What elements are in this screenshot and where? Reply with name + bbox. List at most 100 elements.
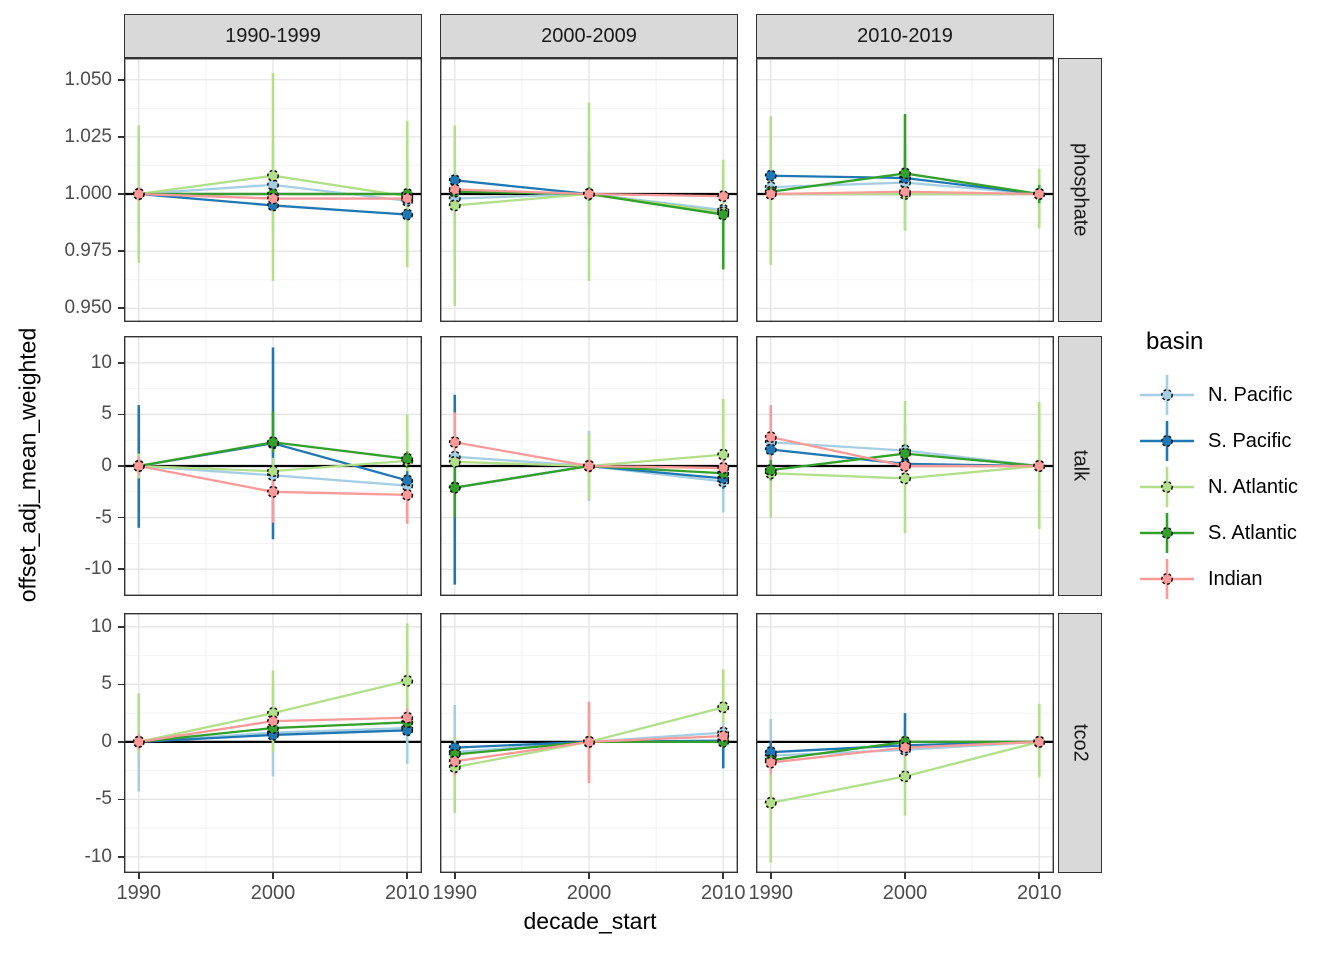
data-point-indian bbox=[448, 183, 461, 196]
legend-item-label: Indian bbox=[1208, 567, 1263, 590]
panel-phosphate-2010-2019 bbox=[756, 58, 1054, 322]
data-point-s-pacific bbox=[401, 208, 414, 221]
data-point-indian bbox=[1033, 460, 1046, 472]
data-point-indian bbox=[401, 488, 414, 501]
x-axis-title: decade_start bbox=[523, 908, 657, 934]
y-tick-label: -10 bbox=[84, 845, 112, 867]
y-tick-mark bbox=[118, 856, 124, 858]
legend-key-icon bbox=[1140, 375, 1194, 415]
data-points bbox=[448, 701, 730, 774]
data-point-indian bbox=[899, 185, 911, 198]
legend-item-indian: Indian bbox=[1138, 556, 1342, 602]
data-point-indian bbox=[583, 460, 595, 472]
y-tick-mark bbox=[118, 798, 124, 801]
y-tick-mark bbox=[118, 741, 124, 743]
panel-phosphate-2000-2009 bbox=[440, 58, 738, 322]
data-point-indian bbox=[899, 460, 911, 472]
data-point-s-pacific bbox=[401, 724, 414, 737]
x-tick-mark bbox=[588, 873, 590, 879]
x-tick-label: 1990 bbox=[432, 882, 478, 904]
panel-talk-2000-2009 bbox=[440, 336, 738, 596]
facet-column-label: 1990-1999 bbox=[225, 24, 321, 47]
data-point-indian bbox=[132, 735, 145, 748]
data-point-n-atlantic bbox=[764, 796, 777, 809]
data-point-indian bbox=[267, 715, 279, 728]
panel-border bbox=[440, 613, 738, 873]
data-point-indian bbox=[267, 192, 279, 205]
y-tick-mark bbox=[118, 307, 124, 310]
data-point-indian bbox=[717, 730, 730, 743]
facet-column-strip-1990-1999: 1990-1999 bbox=[124, 14, 422, 58]
facet-row-label: tco2 bbox=[1069, 724, 1092, 762]
facet-row-strip-talk: talk bbox=[1058, 336, 1102, 596]
y-tick-mark bbox=[118, 465, 124, 467]
y-tick-label: -5 bbox=[95, 788, 112, 810]
y-tick-label: 1.000 bbox=[64, 183, 112, 204]
data-point-indian bbox=[132, 188, 145, 200]
data-point-indian bbox=[132, 460, 145, 472]
data-point-s-atlantic bbox=[267, 436, 279, 449]
panel-border bbox=[440, 336, 738, 596]
data-point-s-atlantic bbox=[764, 464, 777, 477]
data-point-indian bbox=[899, 741, 911, 754]
legend-item-label: S. Pacific bbox=[1208, 429, 1292, 452]
data-point-s-atlantic bbox=[717, 208, 730, 221]
data-points bbox=[448, 436, 730, 494]
data-point-n-atlantic bbox=[267, 169, 279, 182]
data-point-s-pacific bbox=[764, 169, 777, 182]
y-tick-mark bbox=[118, 626, 124, 628]
y-tick-mark bbox=[118, 250, 124, 252]
data-point-n-atlantic bbox=[717, 448, 730, 461]
data-point-s-pacific bbox=[401, 474, 414, 487]
data-point-s-pacific bbox=[764, 443, 777, 456]
panel-phosphate-1990-1999 bbox=[124, 58, 422, 322]
panel-border bbox=[124, 613, 422, 873]
data-point-indian bbox=[448, 436, 461, 449]
x-tick-label: 2000 bbox=[250, 882, 296, 904]
facet-row-label: phosphate bbox=[1069, 143, 1092, 237]
y-tick-label: 10 bbox=[90, 615, 112, 637]
data-points bbox=[764, 735, 1046, 809]
panel-tco2-1990-1999 bbox=[124, 613, 422, 873]
legend-item-n-atlantic: N. Atlantic bbox=[1138, 464, 1342, 510]
y-tick-label: -10 bbox=[84, 558, 112, 580]
y-tick-label: 0 bbox=[101, 455, 112, 476]
data-point-s-atlantic bbox=[899, 447, 911, 460]
data-point-indian bbox=[764, 188, 777, 200]
data-point-s-pacific bbox=[448, 174, 461, 187]
x-tick-mark bbox=[769, 873, 772, 879]
data-points bbox=[764, 431, 1046, 485]
panel-border bbox=[756, 58, 1054, 322]
data-point-indian bbox=[1033, 188, 1046, 200]
x-tick-label: 2000 bbox=[882, 882, 928, 904]
facet-row-strip-tco2: tco2 bbox=[1058, 613, 1102, 873]
y-tick-label: 10 bbox=[90, 351, 112, 373]
y-tick-mark bbox=[118, 516, 124, 519]
x-tick-mark bbox=[1038, 873, 1041, 879]
facet-column-strip-2000-2009: 2000-2009 bbox=[440, 14, 738, 58]
x-tick-label: 2010 bbox=[700, 882, 746, 904]
panel-tco2-2010-2019 bbox=[756, 613, 1054, 873]
legend-title: basin bbox=[1146, 328, 1204, 355]
panel-talk-2010-2019 bbox=[756, 336, 1054, 596]
legend-entries: N. Pacific S. Pacific N. Atlantic S. Atlant… bbox=[1138, 372, 1342, 602]
panel-talk-1990-1999 bbox=[124, 336, 422, 596]
data-point-n-atlantic bbox=[899, 472, 911, 485]
y-tick-label: 5 bbox=[101, 403, 112, 425]
legend-item-label: S. Atlantic bbox=[1208, 521, 1297, 544]
x-tick-mark bbox=[453, 873, 456, 879]
y-tick-mark bbox=[118, 136, 124, 138]
data-point-indian bbox=[717, 190, 730, 203]
facet-row-label: talk bbox=[1069, 450, 1092, 482]
data-point-n-atlantic bbox=[401, 674, 414, 687]
data-points bbox=[132, 436, 414, 501]
data-point-indian bbox=[448, 755, 461, 768]
data-point-n-atlantic bbox=[448, 199, 461, 212]
data-point-n-atlantic bbox=[448, 455, 461, 468]
y-tick-mark bbox=[118, 683, 124, 686]
facet-column-label: 2010-2019 bbox=[857, 24, 953, 47]
data-points bbox=[764, 167, 1046, 200]
data-points bbox=[132, 169, 414, 221]
y-tick-mark bbox=[118, 568, 124, 570]
